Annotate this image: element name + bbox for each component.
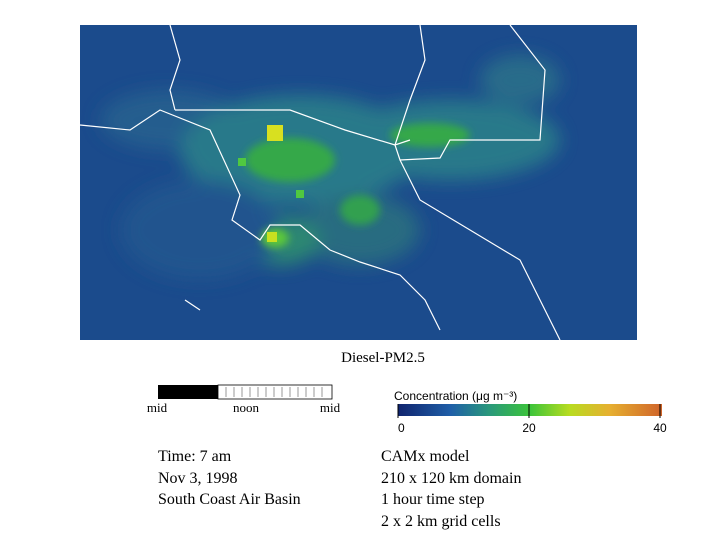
timeline: mid noon mid <box>147 384 341 415</box>
colorbar: Concentration (μg m⁻³) 0 20 40 <box>394 389 667 435</box>
model-line: 2 x 2 km grid cells <box>381 513 501 530</box>
colorbar-tick-label: 0 <box>398 421 405 435</box>
colorbar-tick-label: 40 <box>653 421 667 435</box>
model-line: 210 x 120 km domain <box>381 470 521 487</box>
colorbar-tick-label: 20 <box>522 421 536 435</box>
info-line: South Coast Air Basin <box>158 491 301 508</box>
timeline-label: mid <box>320 400 341 415</box>
map <box>80 25 637 340</box>
colorbar-scale <box>398 404 662 416</box>
model-line: CAMx model <box>381 448 470 465</box>
model-line: 1 hour time step <box>381 491 485 508</box>
colorbar-title: Concentration (μg m⁻³) <box>394 389 517 403</box>
timeline-label: mid <box>147 400 168 415</box>
info: Time: 7 am Nov 3, 1998 South Coast Air B… <box>158 448 301 508</box>
model: CAMx model 210 x 120 km domain 1 hour ti… <box>381 448 521 530</box>
info-line: Nov 3, 1998 <box>158 470 238 487</box>
map-title: Diesel-PM2.5 <box>341 350 425 366</box>
timeline-label: noon <box>233 400 260 415</box>
info-line: Time: 7 am <box>158 448 232 465</box>
